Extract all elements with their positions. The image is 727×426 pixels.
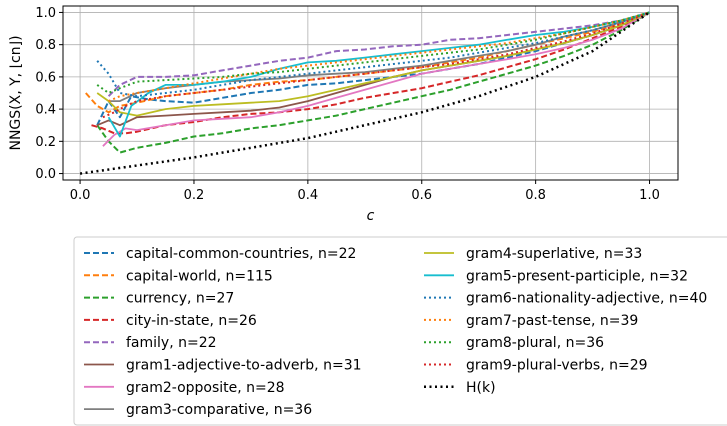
series-line — [96, 11, 650, 117]
legend-label: gram5-present-participle, n=32 — [466, 268, 688, 284]
series-line — [96, 11, 651, 154]
legend-label: currency, n=27 — [126, 291, 234, 307]
series-line — [102, 11, 650, 147]
legend-label: H(k) — [466, 380, 496, 396]
y-tick-label: 1.0 — [35, 6, 56, 21]
legend-label: gram9-plural-verbs, n=29 — [466, 358, 648, 374]
series-layer — [79, 11, 651, 175]
legend-label: gram1-adjective-to-adverb, n=31 — [126, 358, 362, 374]
ticks-layer: 0.0 0.2 0.4 0.6 0.8 1.0 0.0 0.2 0.4 0.6 0.8 1.0 — [35, 6, 660, 203]
y-axis-label: NNGS(X, Y, ⌊cn⌋) — [8, 35, 24, 150]
legend-box — [73, 236, 727, 426]
legend-label: gram6-nationality-adjective, n=40 — [466, 291, 707, 307]
legend-label: gram3-comparative, n=36 — [126, 402, 312, 418]
series-line — [107, 11, 650, 138]
x-tick-label: 0.6 — [411, 188, 432, 203]
x-tick-label: 0.8 — [525, 188, 546, 203]
x-tick-label: 0.2 — [184, 188, 205, 203]
series-line — [107, 11, 650, 97]
x-tick-label: 0.0 — [70, 188, 91, 203]
x-tick-label: 0.4 — [298, 188, 319, 203]
legend-label: gram8-plural, n=36 — [466, 335, 604, 351]
plot-frame — [62, 5, 679, 181]
legend-label: family, n=22 — [126, 335, 217, 351]
series-line — [96, 11, 650, 94]
legend-label: city-in-state, n=26 — [126, 313, 257, 329]
series-line — [96, 11, 650, 98]
series-line — [108, 11, 650, 102]
series-line — [91, 11, 650, 135]
grid-layer — [63, 6, 678, 180]
legend-label: gram4-superlative, n=33 — [466, 246, 642, 262]
y-tick-label: 0.4 — [35, 103, 56, 118]
legend-label: gram7-past-tense, n=39 — [466, 313, 638, 329]
legend-label: capital-common-countries, n=22 — [126, 246, 356, 262]
legend: capital-common-countries, n=22 capital-wo… — [73, 236, 727, 426]
legend-entries: capital-common-countries, n=22 capital-wo… — [84, 246, 707, 418]
y-tick-label: 0.2 — [35, 135, 56, 150]
legend-label: gram2-opposite, n=28 — [126, 380, 285, 396]
y-tick-label: 0.8 — [35, 38, 56, 53]
x-tick-label: 1.0 — [639, 188, 660, 203]
legend-label: capital-world, n=115 — [126, 268, 273, 284]
y-tick-label: 0.6 — [35, 70, 56, 85]
x-axis-label: c — [367, 208, 375, 224]
y-tick-label: 0.0 — [35, 167, 56, 182]
